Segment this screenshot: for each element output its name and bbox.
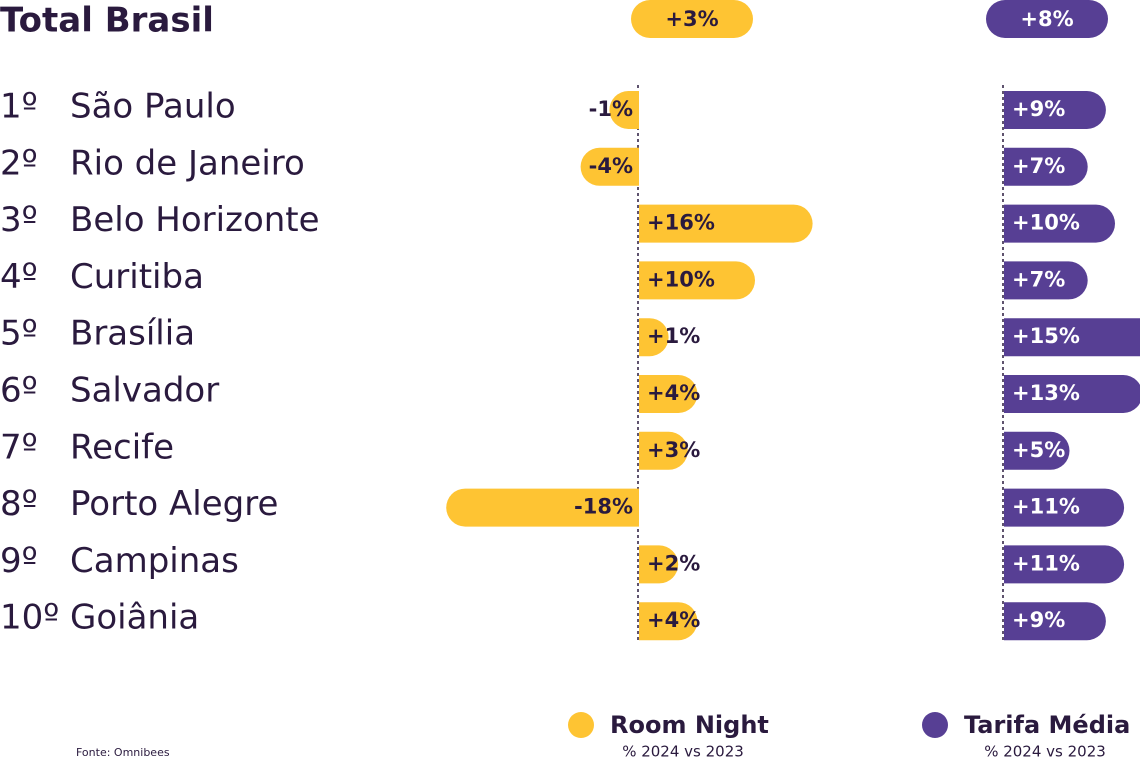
- bar: [1004, 318, 1140, 357]
- rank: 7º: [0, 427, 38, 467]
- value-label: -4%: [589, 154, 633, 178]
- city: Recife: [70, 427, 174, 467]
- bar: [609, 91, 639, 129]
- rank: 2º: [0, 143, 38, 183]
- legend-swatch: [922, 712, 948, 738]
- rank: 6º: [0, 371, 38, 411]
- legend-label: Tarifa Média: [964, 711, 1130, 739]
- rank: 8º: [0, 484, 38, 524]
- bar: [1004, 204, 1115, 243]
- bar: [1004, 488, 1125, 527]
- bar: [639, 545, 679, 584]
- bar: [639, 431, 688, 470]
- rank: 1º: [0, 87, 38, 127]
- city: Goiânia: [70, 598, 199, 638]
- value-label: +16%: [647, 211, 715, 235]
- rank: 3º: [0, 200, 38, 240]
- city: Brasília: [70, 314, 195, 354]
- bar: [1004, 602, 1106, 641]
- value-label: +11%: [1012, 495, 1080, 519]
- value-label: +15%: [1012, 324, 1080, 348]
- legend-subtitle: % 2024 vs 2023: [622, 743, 744, 759]
- city: Curitiba: [70, 257, 204, 297]
- legend-label: Room Night: [610, 711, 769, 739]
- legend-subtitle: % 2024 vs 2023: [984, 743, 1106, 759]
- value-label: -18%: [574, 495, 633, 519]
- value-label: +5%: [1012, 438, 1065, 462]
- total-label: +3%: [665, 7, 718, 31]
- value-label: +9%: [1012, 608, 1065, 632]
- legend-swatch: [568, 712, 594, 738]
- value-label: +13%: [1012, 381, 1080, 405]
- bar: [639, 602, 698, 641]
- value-label: +10%: [1012, 211, 1080, 235]
- source: Fonte: Omnibees: [76, 746, 170, 759]
- value-label: +1%: [647, 324, 700, 348]
- bar: [639, 261, 755, 300]
- bar: [446, 488, 639, 527]
- bar: [1004, 147, 1088, 186]
- bar: [1004, 431, 1070, 470]
- city: Salvador: [70, 371, 219, 411]
- bar: [1004, 375, 1140, 413]
- rank: 5º: [0, 314, 38, 354]
- value-label: -1%: [589, 97, 633, 121]
- bar: [580, 147, 639, 186]
- value-label: +7%: [1012, 267, 1065, 291]
- total-label: +8%: [1020, 7, 1073, 31]
- value-label: +4%: [647, 381, 700, 405]
- value-label: +11%: [1012, 551, 1080, 575]
- bar: [639, 318, 669, 357]
- rank: 4º: [0, 257, 38, 297]
- bar: [1004, 91, 1106, 129]
- bar: [1004, 261, 1088, 300]
- value-label: +2%: [647, 551, 700, 575]
- city: Porto Alegre: [70, 484, 278, 524]
- bar: [1004, 545, 1125, 584]
- city: São Paulo: [70, 87, 236, 127]
- total-pill: [986, 0, 1108, 38]
- city: Campinas: [70, 541, 239, 581]
- rank: 9º: [0, 541, 38, 581]
- value-label: +9%: [1012, 97, 1065, 121]
- bar: [639, 204, 813, 243]
- value-label: +4%: [647, 608, 700, 632]
- city: Rio de Janeiro: [70, 143, 305, 183]
- value-label: +7%: [1012, 154, 1065, 178]
- city: Belo Horizonte: [70, 200, 320, 240]
- value-label: +10%: [647, 267, 715, 291]
- rank: 10º: [0, 598, 59, 638]
- bar: [639, 375, 698, 413]
- value-label: +3%: [647, 438, 700, 462]
- total-pill: [631, 0, 753, 38]
- chart-title: Total Brasil: [0, 1, 214, 41]
